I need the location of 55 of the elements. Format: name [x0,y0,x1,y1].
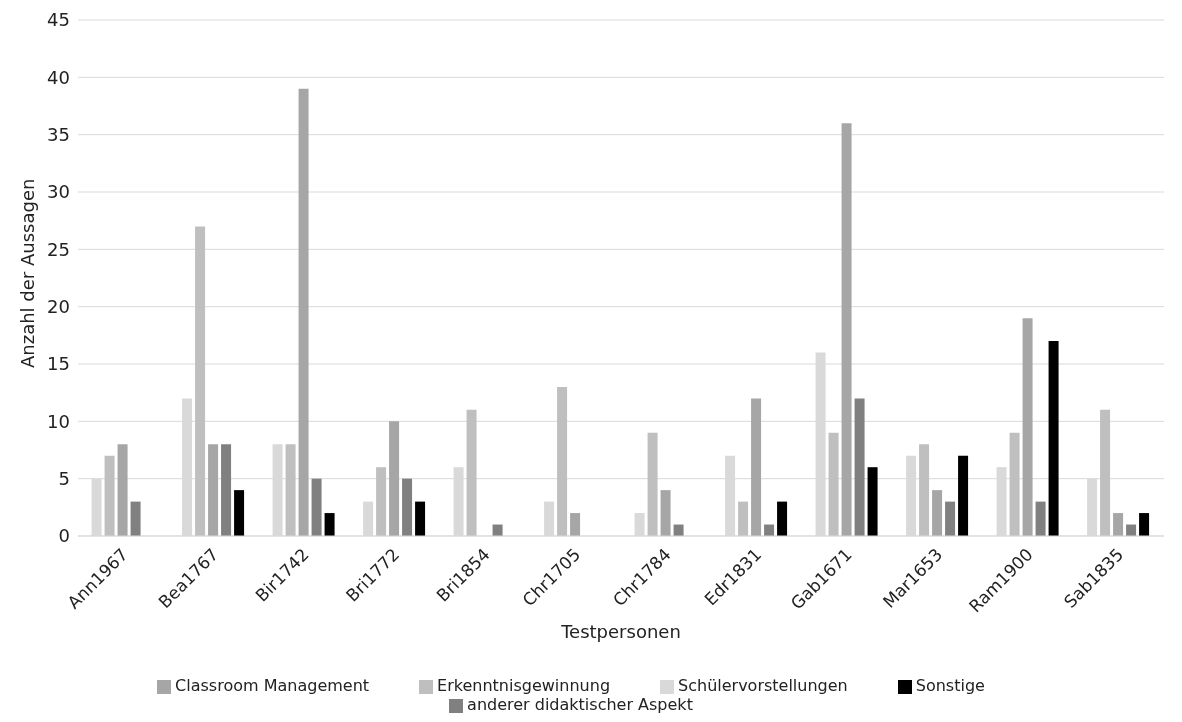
y-tick-label: 0 [58,525,70,547]
legend-label: Classroom Management [175,676,370,695]
legend-label: Sonstige [915,676,985,695]
bar [1035,501,1046,536]
bar [389,421,400,536]
bar [117,444,128,536]
bar [1048,341,1059,536]
bar [945,501,956,536]
bar [647,432,658,536]
bar [828,432,839,536]
y-tick-label: 40 [47,66,70,88]
bar [1139,513,1150,536]
bar [919,444,930,536]
bar [298,88,309,536]
bar [660,490,671,536]
bar [104,455,115,536]
bar [415,501,426,536]
bar [1100,409,1111,536]
bar [221,444,232,536]
y-tick-label: 5 [58,468,70,490]
bar [738,501,749,536]
bar [932,490,943,536]
bar [958,455,969,536]
y-tick-label: 20 [47,296,70,318]
bar [324,513,335,536]
bar [557,386,568,536]
y-tick-label: 10 [47,410,70,432]
y-tick-label: 45 [47,9,70,31]
bar [777,501,788,536]
x-axis-title: Testpersonen [560,621,681,642]
bar [195,226,206,536]
bar [751,398,762,536]
bar [570,513,581,536]
legend-label: Schülervorstellungen [678,676,848,695]
y-tick-label: 15 [47,353,70,375]
legend-label: anderer didaktischer Aspekt [467,695,693,714]
bar [1022,318,1033,536]
y-axis-title: Anzahl der Aussagen [17,178,39,368]
bar [854,398,865,536]
bar [841,123,852,536]
y-tick-label: 35 [47,124,70,146]
bar [466,409,477,536]
y-tick-label: 30 [47,181,70,203]
bar [130,501,141,536]
y-tick-label: 25 [47,238,70,260]
bar [1113,513,1124,536]
bar [234,490,245,536]
bar [208,444,219,536]
bar [867,467,878,536]
bar [1009,432,1020,536]
bar [285,444,296,536]
bar [402,478,413,536]
legend-label: Erkenntnisgewinnung [437,676,611,695]
bar [311,478,322,536]
bar [376,467,387,536]
